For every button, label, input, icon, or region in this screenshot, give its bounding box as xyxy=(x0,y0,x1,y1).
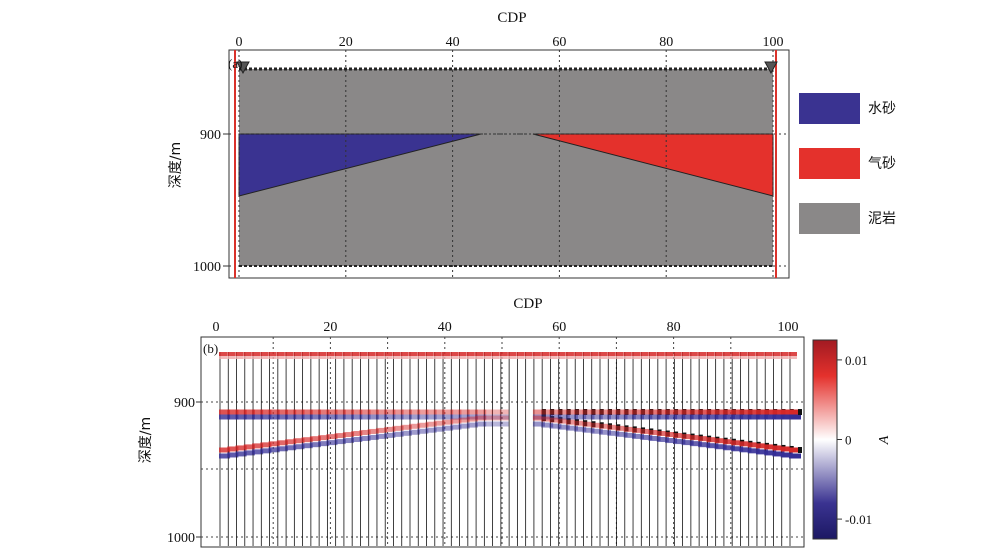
panel-b-x-tick-label: 40 xyxy=(438,320,452,335)
panel-b-x-tick-label: 20 xyxy=(323,320,337,335)
seismic-trace xyxy=(433,352,445,546)
seismic-trace xyxy=(243,352,255,546)
seismic-trace xyxy=(475,352,487,546)
colorbar-tick-label: -0.01 xyxy=(845,512,872,527)
seismic-trace xyxy=(483,352,493,546)
panel-b-y-tick-label: 1000 xyxy=(167,531,195,546)
seismic-trace xyxy=(409,352,421,546)
panel-a-x-ticks: 0 20 40 60 80 100 xyxy=(236,35,784,55)
legend-label: 气砂 xyxy=(868,156,896,172)
seismic-trace xyxy=(334,352,346,546)
panel-b-x-tick-label: 80 xyxy=(667,320,681,335)
seismic-trace xyxy=(285,352,297,546)
seismic-trace xyxy=(714,352,728,546)
seismic-trace xyxy=(318,352,330,546)
seismic-trace xyxy=(458,352,470,546)
legend-swatch xyxy=(799,93,860,124)
seismic-trace xyxy=(367,352,379,546)
panel-a-x-tick-label: 40 xyxy=(446,35,460,50)
seismic-trace xyxy=(425,352,437,546)
seismic-trace xyxy=(400,352,412,546)
seismic-trace xyxy=(276,352,288,546)
seismic-trace xyxy=(499,352,509,546)
seismic-trace xyxy=(557,352,571,546)
panel-b-x-tick-label: 0 xyxy=(213,320,220,335)
seismic-traces xyxy=(219,352,802,546)
colorbar-title: A xyxy=(877,435,892,445)
seismic-trace xyxy=(789,352,802,546)
panel-b-x-ticks: 0 20 40 60 80 100 xyxy=(213,320,799,342)
panel-a-x-tick-label: 80 xyxy=(659,35,673,50)
legend-swatch xyxy=(799,148,860,179)
legend-swatch xyxy=(799,203,860,234)
seismic-trace xyxy=(524,352,533,546)
panel-a-x-tick-label: 20 xyxy=(339,35,353,50)
panel-a-y-axis-title: 深度/m xyxy=(168,142,184,188)
seismic-trace xyxy=(326,352,338,546)
seismic-trace xyxy=(268,352,280,546)
legend-label: 水砂 xyxy=(868,101,896,117)
panel-b-y-ticks: 900 1000 xyxy=(167,396,201,546)
panel-b-x-tick-label: 100 xyxy=(778,320,799,335)
source-marker-right xyxy=(764,61,778,75)
panel-a-y-tick-label: 1000 xyxy=(193,260,221,275)
seismic-trace xyxy=(342,352,355,546)
seismic-trace xyxy=(252,352,264,546)
seismic-trace xyxy=(466,352,478,546)
seismic-trace xyxy=(640,352,654,546)
panel-a-y-tick-label: 900 xyxy=(200,128,221,143)
panel-b: CDP 0 20 40 60 80 100 (b) 深度/m 900 1000 0.01 0 -… xyxy=(138,296,892,548)
seismic-trace xyxy=(351,352,363,546)
seismic-trace xyxy=(309,352,321,546)
colorbar-ticks: 0.01 0 -0.01 xyxy=(837,353,872,527)
seismic-trace xyxy=(442,352,454,546)
seismic-trace xyxy=(260,352,272,546)
seismic-trace xyxy=(491,352,501,546)
colorbar-tick-label: 0 xyxy=(845,433,852,448)
seismic-trace xyxy=(235,352,247,546)
panel-a-x-tick-label: 0 xyxy=(236,35,243,50)
panel-b-x-tick-label: 60 xyxy=(552,320,566,335)
panel-b-grid xyxy=(201,337,804,547)
seismic-trace xyxy=(607,352,621,546)
panel-a-y-ticks: 900 1000 xyxy=(193,128,229,275)
seismic-trace xyxy=(375,352,388,546)
seismic-trace xyxy=(417,352,429,546)
panel-a-x-tick-label: 60 xyxy=(552,35,566,50)
panel-b-y-axis-title: 深度/m xyxy=(138,417,154,463)
panel-a-label: (a) xyxy=(228,56,242,71)
panel-a-axis-title: CDP xyxy=(497,10,526,26)
legend-label: 泥岩 xyxy=(868,211,896,227)
seismic-trace xyxy=(359,352,371,546)
panel-b-label: (b) xyxy=(203,341,218,356)
seismic-trace xyxy=(293,352,305,546)
seismic-trace xyxy=(739,352,753,546)
seismic-trace xyxy=(656,352,670,546)
seismic-trace xyxy=(384,352,396,546)
colorbar xyxy=(812,339,838,540)
seismic-trace xyxy=(392,352,404,546)
seismic-trace xyxy=(301,352,313,546)
colorbar-tick-label: 0.01 xyxy=(845,353,868,368)
panel-b-axis-title: CDP xyxy=(513,296,542,312)
seismic-trace xyxy=(450,352,462,546)
panel-b-y-tick-label: 900 xyxy=(174,396,195,411)
source-marker-left xyxy=(236,61,250,75)
seismic-trace xyxy=(508,352,517,546)
seismic-trace xyxy=(219,352,231,546)
seismic-trace xyxy=(227,352,239,546)
panel-a-x-tick-label: 100 xyxy=(763,35,784,50)
seismic-trace xyxy=(516,352,525,546)
